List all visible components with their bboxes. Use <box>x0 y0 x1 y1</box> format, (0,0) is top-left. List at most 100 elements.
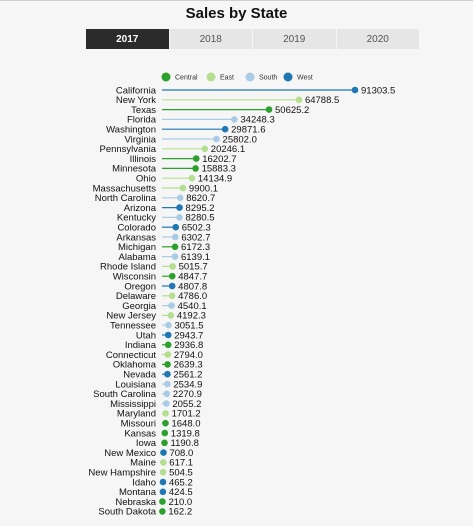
point-louisiana <box>164 380 171 388</box>
point-rhode-island <box>169 263 176 270</box>
tab-2018[interactable]: 2018 <box>169 29 253 49</box>
state-label-kentucky: Kentucky <box>117 213 156 224</box>
state-label-arizona: Arizona <box>124 203 157 214</box>
legend-marker-west <box>283 72 293 82</box>
state-label-alabama: Alabama <box>119 252 157 263</box>
point-north-carolina <box>176 194 184 202</box>
point-mississippi <box>163 400 170 407</box>
point-montana <box>159 488 167 496</box>
tab-2019[interactable]: 2019 <box>253 29 337 49</box>
state-label-oklahoma: Oklahoma <box>113 360 157 371</box>
point-texas <box>265 106 273 113</box>
point-delaware <box>168 292 176 300</box>
value-label-massachusetts: 9900.1 <box>189 183 218 194</box>
value-label-iowa: 1190.8 <box>171 438 199 449</box>
value-label-texas: 50625.2 <box>275 105 309 116</box>
state-label-massachusetts: Massachusetts <box>93 183 157 194</box>
value-label-michigan: 6172.3 <box>181 242 210 253</box>
top-border <box>0 0 473 1</box>
point-south-dakota <box>159 508 166 515</box>
point-kentucky <box>176 214 183 221</box>
state-label-georgia: Georgia <box>122 301 157 312</box>
value-label-georgia: 4540.1 <box>178 301 207 312</box>
page-title: Sales by State <box>185 5 288 22</box>
state-label-ohio: Ohio <box>136 174 156 185</box>
value-label-california: 91303.5 <box>361 85 395 96</box>
point-pennsylvania <box>201 145 209 153</box>
point-south-carolina <box>163 390 171 398</box>
state-label-maryland: Maryland <box>117 409 156 420</box>
value-label-south-dakota: 162.2 <box>168 507 192 518</box>
point-arkansas <box>172 233 179 241</box>
state-label-kansas: Kansas <box>124 428 156 439</box>
value-label-indiana: 2936.8 <box>174 340 203 351</box>
point-california <box>351 86 359 94</box>
point-tennessee <box>165 321 172 329</box>
value-label-rhode-island: 5015.7 <box>179 262 208 273</box>
value-label-maryland: 1701.2 <box>172 409 201 420</box>
tab-2017[interactable]: 2017 <box>86 29 170 49</box>
value-label-kentucky: 8280.5 <box>186 213 215 224</box>
point-minnesota <box>192 165 199 172</box>
value-label-kansas: 1319.8 <box>171 428 200 439</box>
state-label-oregon: Oregon <box>124 281 156 292</box>
value-label-illinois: 16202.7 <box>202 154 236 165</box>
state-label-louisiana: Louisiana <box>115 379 156 390</box>
chart-plot-area: California 91303.5 New York 64788.5 Texas 506… <box>88 85 395 517</box>
state-label-nevada: Nevada <box>123 370 156 381</box>
state-label-nebraska: Nebraska <box>115 497 156 508</box>
legend-label-east: East <box>220 75 234 82</box>
point-iowa <box>161 439 168 447</box>
state-label-mississippi: Mississippi <box>110 399 156 410</box>
state-label-michigan: Michigan <box>118 242 156 253</box>
point-new-york <box>295 96 303 104</box>
value-label-arizona: 8295.2 <box>186 203 215 214</box>
point-florida <box>231 116 238 123</box>
value-label-montana: 424.5 <box>169 487 193 498</box>
state-label-new-york: New York <box>116 95 156 106</box>
value-label-maine: 617.1 <box>169 458 193 469</box>
state-label-pennsylvania: Pennsylvania <box>99 144 156 155</box>
state-label-wisconsin: Wisconsin <box>113 272 156 283</box>
value-label-minnesota: 15883.3 <box>202 164 236 175</box>
value-label-oregon: 4807.8 <box>178 281 207 292</box>
value-label-pennsylvania: 20246.1 <box>211 144 245 155</box>
state-label-north-carolina: North Carolina <box>95 193 157 204</box>
value-label-wisconsin: 4847.7 <box>178 272 207 283</box>
tab-2020[interactable]: 2020 <box>336 29 419 49</box>
state-label-south-carolina: South Carolina <box>93 389 157 400</box>
point-alabama <box>171 253 179 260</box>
state-label-washington: Washington <box>106 125 156 136</box>
value-label-washington: 29871.6 <box>231 125 265 136</box>
value-label-mississippi: 2055.2 <box>172 399 201 410</box>
value-label-new-york: 64788.5 <box>305 95 339 106</box>
point-maryland <box>162 410 169 417</box>
point-connecticut <box>164 351 172 358</box>
state-label-utah: Utah <box>136 330 156 341</box>
value-label-louisiana: 2534.9 <box>173 379 202 390</box>
chart-legend: Central East South West <box>161 72 313 82</box>
state-label-minnesota: Minnesota <box>112 164 157 175</box>
value-label-delaware: 4786.0 <box>178 291 207 302</box>
point-michigan <box>171 243 179 251</box>
point-colorado <box>172 223 180 231</box>
state-label-tennessee: Tennessee <box>110 321 156 332</box>
point-washington <box>221 125 229 133</box>
point-ohio <box>188 174 196 182</box>
value-label-tennessee: 3051.5 <box>174 321 203 332</box>
value-label-missouri: 1648.0 <box>171 419 200 430</box>
state-label-texas: Texas <box>131 105 156 116</box>
value-label-south-carolina: 2270.9 <box>173 389 202 400</box>
state-label-illinois: Illinois <box>130 154 157 165</box>
point-idaho <box>159 478 167 486</box>
point-illinois <box>192 155 200 162</box>
legend-marker-central <box>161 72 171 82</box>
state-label-florida: Florida <box>127 115 157 126</box>
state-label-new-mexico: New Mexico <box>104 448 156 459</box>
point-kansas <box>161 429 169 437</box>
point-utah <box>164 331 172 339</box>
value-label-alabama: 6139.1 <box>181 252 210 263</box>
point-missouri <box>162 419 169 427</box>
point-indiana <box>164 341 172 349</box>
